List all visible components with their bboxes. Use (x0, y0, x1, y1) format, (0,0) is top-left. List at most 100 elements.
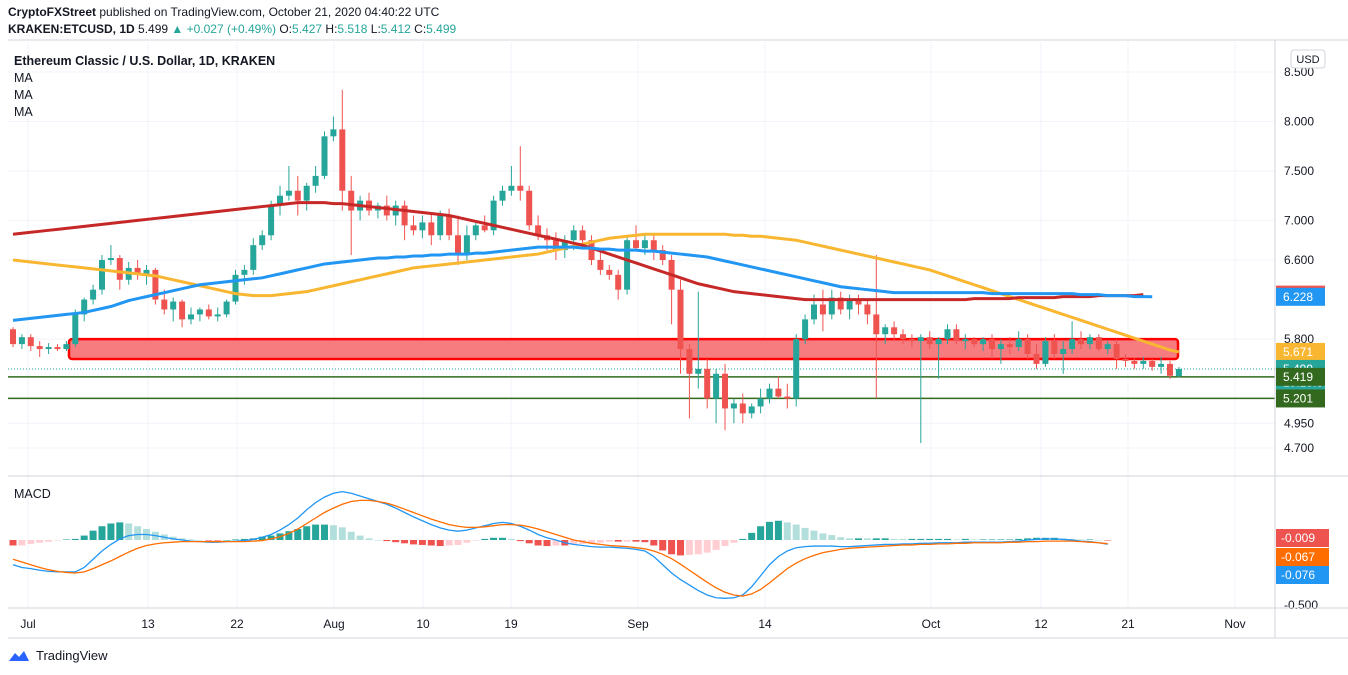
candle-body (81, 299, 88, 315)
open-value: 5.427 (292, 22, 323, 36)
moving-averages[interactable] (12, 201, 1180, 354)
macd-histogram-bar (944, 538, 951, 540)
macd-histogram-bar (659, 540, 667, 551)
macd-histogram-bar (418, 540, 426, 545)
open-label: O: (279, 22, 293, 36)
publisher-name[interactable]: CryptoFXStreet (8, 5, 97, 19)
candle-body (499, 190, 506, 201)
candle-body (828, 297, 835, 315)
candle-body (695, 368, 702, 374)
macd-histogram-bar (881, 538, 889, 540)
candle-body (517, 185, 524, 191)
tradingview-logo-icon[interactable] (8, 649, 30, 663)
macd-histogram-bar (507, 538, 515, 540)
high-value: 5.518 (337, 22, 368, 36)
time-tick-label: 13 (141, 617, 155, 631)
candle-body (27, 337, 34, 347)
price-tick-label: 7.000 (1284, 213, 1314, 227)
ma-legend-3[interactable]: MA (14, 105, 33, 119)
candle-body (552, 240, 559, 251)
macd-histogram-bar (80, 535, 88, 540)
macd-histogram-bar (792, 524, 800, 540)
candle-body (463, 235, 470, 256)
macd-histogram-bar (757, 526, 765, 540)
candle-body (659, 250, 666, 260)
candle-body (330, 129, 337, 137)
candle-body (730, 403, 737, 409)
candle-body (944, 329, 951, 340)
candle-body (99, 260, 105, 290)
candle-body (205, 309, 212, 317)
macd-histogram-bar (988, 539, 996, 540)
price-tick-label: 4.700 (1284, 441, 1314, 455)
support-lines[interactable] (8, 376, 1275, 400)
ma-blue-line (12, 245, 1153, 322)
candle-body (686, 349, 693, 374)
candle-body (170, 301, 177, 310)
candle-body (1104, 344, 1111, 350)
macd-histogram-bar (721, 540, 729, 547)
ma-legend-2[interactable]: MA (14, 88, 33, 102)
macd-histogram-bar (321, 524, 328, 540)
candle-body (908, 339, 915, 342)
ohlc-line: KRAKEN:ETCUSD, 1D 5.499 ▲ +0.027 (+0.49%… (8, 22, 456, 36)
macd-histogram-bar (472, 540, 480, 541)
high-label: H: (325, 22, 338, 36)
macd-histogram-bar (979, 539, 987, 540)
candles[interactable] (10, 89, 1182, 444)
close-value: 5.499 (426, 22, 457, 36)
ma-legend-1[interactable]: MA (14, 71, 33, 85)
candle-body (757, 398, 764, 407)
macd-line (12, 490, 1108, 599)
candle-body (784, 396, 791, 399)
candle-body (1086, 337, 1093, 345)
macd-histogram-bar (552, 540, 560, 546)
candle-body (54, 347, 61, 350)
macd-histogram-bar (374, 540, 382, 541)
macd-histogram-bar (588, 540, 595, 544)
macd-histogram-bar (27, 540, 35, 544)
macd-histogram-bar (365, 538, 373, 540)
published-text: published on TradingView.com, October 21… (96, 5, 440, 19)
macd-label[interactable]: MACD (14, 487, 51, 501)
macd-histogram-bar (730, 540, 738, 543)
candle-body (481, 225, 488, 231)
candle-body (348, 190, 355, 211)
macd-histogram-bar (303, 526, 311, 540)
candle-body (917, 337, 924, 342)
candle-body (107, 258, 114, 260)
macd-histogram-bar (961, 538, 969, 540)
time-tick-label: 12 (1034, 617, 1048, 631)
candle-body (401, 205, 408, 226)
macd-histogram-bar (71, 538, 79, 540)
candle-body (321, 136, 328, 176)
candle-body (455, 235, 461, 256)
footer-brand[interactable]: TradingView (36, 648, 108, 663)
macd-label-box (1276, 529, 1329, 547)
candle-body (962, 339, 969, 342)
price-change: ▲ +0.027 (+0.49%) (171, 22, 277, 36)
candle-body (18, 337, 25, 345)
candle-body (1033, 354, 1040, 364)
candle-body (268, 205, 275, 236)
macd-histogram-bar (917, 538, 925, 540)
candle-body (624, 240, 631, 290)
candle-body (1140, 360, 1147, 364)
resistance-zone[interactable] (67, 337, 1180, 361)
macd-histogram-bar (810, 530, 818, 540)
macd-histogram-bar (392, 540, 400, 543)
candle-body (650, 240, 657, 251)
candle-body (561, 240, 568, 251)
symbol: KRAKEN:ETCUSD, 1D (8, 22, 135, 36)
candle-body (1095, 337, 1102, 350)
macd-histogram-bar (107, 523, 115, 540)
candle-body (1131, 360, 1138, 364)
candle-body (1051, 341, 1058, 354)
price-label-text: 6.228 (1283, 290, 1313, 304)
price-tick-label: 4.950 (1284, 416, 1314, 430)
candle-body (1175, 368, 1182, 377)
macd-pane[interactable]: -0.500 (9, 490, 1319, 612)
macd-histogram-bar (748, 532, 756, 540)
macd-histogram-bar (685, 540, 693, 555)
